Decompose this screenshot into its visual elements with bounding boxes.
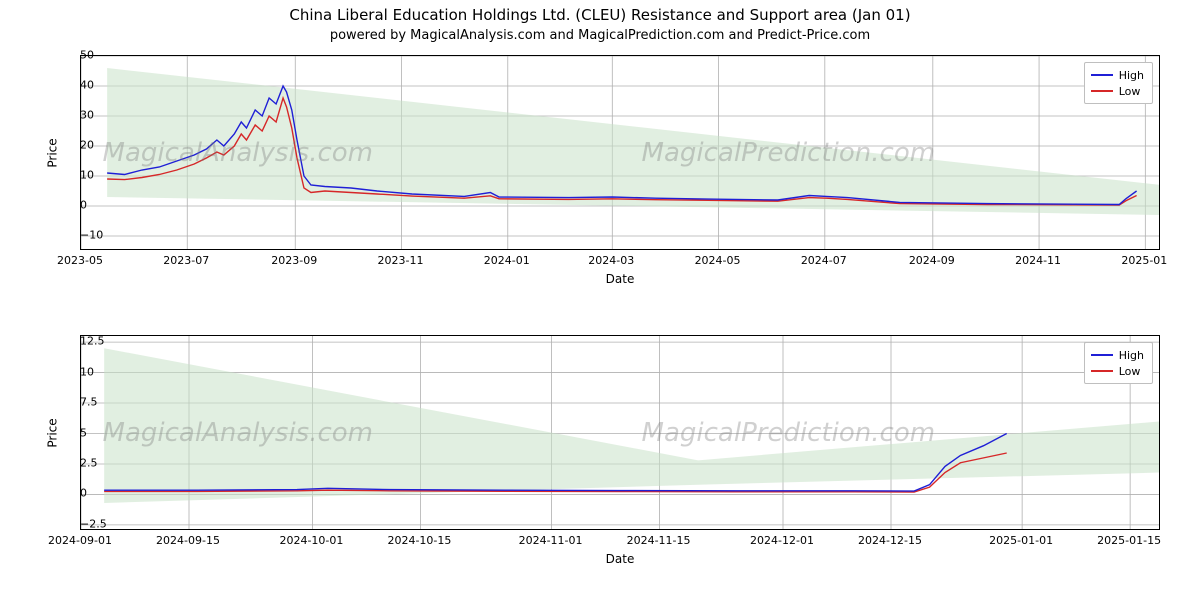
xtick-label: 2024-09-15 xyxy=(156,530,220,547)
figure: China Liberal Education Holdings Ltd. (C… xyxy=(0,0,1200,600)
legend-swatch-high-b xyxy=(1091,354,1113,356)
xtick-label: 2023-07 xyxy=(163,250,209,267)
xtick-label: 2024-05 xyxy=(695,250,741,267)
top-ylabel: Price xyxy=(46,138,60,167)
legend-row-high-b: High xyxy=(1091,347,1144,363)
xtick-label: 2025-01-01 xyxy=(989,530,1053,547)
xtick-label: 2023-11 xyxy=(378,250,424,267)
legend-row-high: High xyxy=(1091,67,1144,83)
ytick-label: 20 xyxy=(80,139,86,152)
ytick-label: 0 xyxy=(80,487,86,500)
top-chart-panel: MagicalAnalysis.com MagicalPrediction.co… xyxy=(80,55,1160,250)
legend-label-low: Low xyxy=(1119,85,1141,98)
legend-swatch-low-b xyxy=(1091,370,1113,372)
xtick-label: 2024-11-15 xyxy=(627,530,691,547)
xtick-label: 2024-12-01 xyxy=(750,530,814,547)
xtick-label: 2024-10-01 xyxy=(279,530,343,547)
xtick-label: 2024-11-01 xyxy=(519,530,583,547)
ytick-label: −2.5 xyxy=(80,517,86,530)
chart-subtitle: powered by MagicalAnalysis.com and Magic… xyxy=(0,28,1200,43)
xtick-label: 2023-09 xyxy=(271,250,317,267)
xtick-label: 2024-11 xyxy=(1015,250,1061,267)
ytick-label: 5 xyxy=(80,426,86,439)
ytick-label: 12.5 xyxy=(80,335,86,348)
bottom-chart-svg xyxy=(81,336,1160,530)
ytick-label: 40 xyxy=(80,79,86,92)
legend-swatch-high xyxy=(1091,74,1113,76)
xtick-label: 2024-10-15 xyxy=(387,530,451,547)
legend-label-high-b: High xyxy=(1119,349,1144,362)
bottom-ylabel: Price xyxy=(46,418,60,447)
top-chart-svg xyxy=(81,56,1160,250)
ytick-label: 50 xyxy=(80,49,86,62)
xtick-label: 2024-03 xyxy=(588,250,634,267)
xtick-label: 2024-12-15 xyxy=(858,530,922,547)
ytick-label: 30 xyxy=(80,109,86,122)
xtick-label: 2024-01 xyxy=(484,250,530,267)
xtick-label: 2024-07 xyxy=(801,250,847,267)
legend-swatch-low xyxy=(1091,90,1113,92)
ytick-label: 10 xyxy=(80,169,86,182)
xtick-label: 2023-05 xyxy=(57,250,103,267)
bottom-xlabel: Date xyxy=(606,552,635,566)
ytick-label: 10 xyxy=(80,365,86,378)
ytick-label: 2.5 xyxy=(80,456,86,469)
ytick-label: −10 xyxy=(80,229,86,242)
bottom-legend: High Low xyxy=(1084,342,1153,384)
xtick-label: 2025-01-15 xyxy=(1097,530,1161,547)
top-xlabel: Date xyxy=(606,272,635,286)
ytick-label: 0 xyxy=(80,199,86,212)
bottom-plot-area: MagicalAnalysis.com MagicalPrediction.co… xyxy=(80,335,1160,530)
bottom-chart-panel: MagicalAnalysis.com MagicalPrediction.co… xyxy=(80,335,1160,530)
ytick-label: 7.5 xyxy=(80,396,86,409)
xtick-label: 2025-01 xyxy=(1121,250,1167,267)
legend-row-low: Low xyxy=(1091,83,1144,99)
top-plot-area: MagicalAnalysis.com MagicalPrediction.co… xyxy=(80,55,1160,250)
xtick-label: 2024-09 xyxy=(909,250,955,267)
legend-label-high: High xyxy=(1119,69,1144,82)
chart-suptitle: China Liberal Education Holdings Ltd. (C… xyxy=(0,6,1200,24)
legend-label-low-b: Low xyxy=(1119,365,1141,378)
legend-row-low-b: Low xyxy=(1091,363,1144,379)
xtick-label: 2024-09-01 xyxy=(48,530,112,547)
top-legend: High Low xyxy=(1084,62,1153,104)
